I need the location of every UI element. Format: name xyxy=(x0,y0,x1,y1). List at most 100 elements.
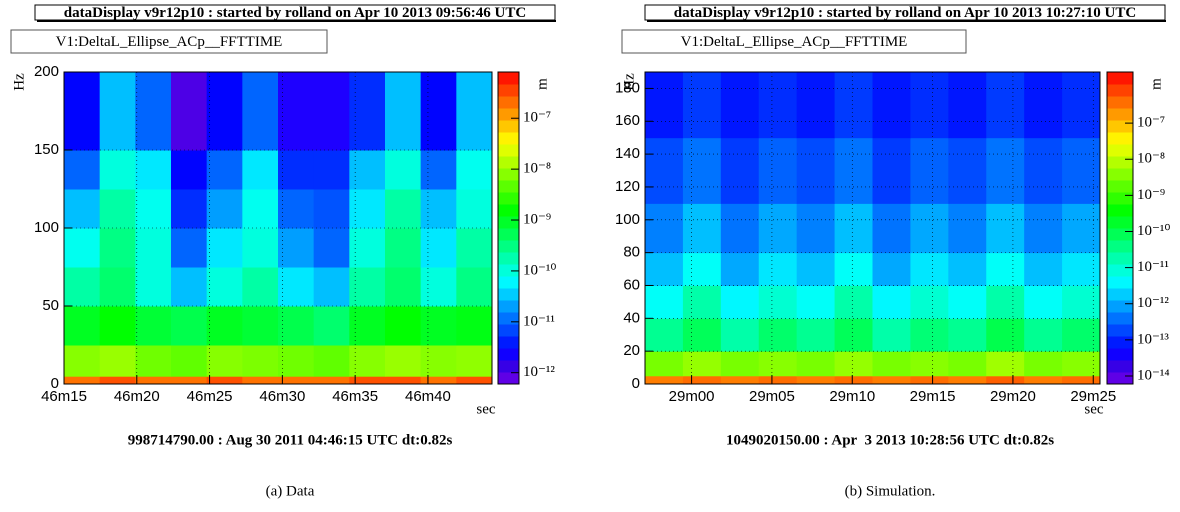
colorbar-step xyxy=(498,192,519,205)
heatmap-cell xyxy=(682,375,722,385)
heatmap-cell xyxy=(99,345,136,377)
colorbar-tick-label: 10⁻⁹ xyxy=(523,211,551,227)
heatmap-cell xyxy=(645,203,684,254)
heatmap-cell xyxy=(385,72,422,151)
colorbar-step xyxy=(1107,288,1133,301)
heatmap-cell xyxy=(910,137,949,204)
colorbar-step xyxy=(498,96,519,109)
heatmap-cell xyxy=(796,285,836,319)
heatmap-cell xyxy=(1062,203,1101,254)
heatmap-cell xyxy=(206,345,243,377)
colorbar-tick-label: 10⁻¹² xyxy=(523,364,555,380)
heatmap-cell xyxy=(420,376,457,385)
y-tick-label: 120 xyxy=(615,178,640,195)
colorbar-step xyxy=(498,372,519,385)
heatmap-cell xyxy=(242,189,279,229)
colorbar-frame xyxy=(1106,71,1134,385)
heatmap-cell xyxy=(720,72,760,139)
colorbar-step xyxy=(498,300,519,313)
x-tick-label: 46m20 xyxy=(114,388,160,405)
x-tick-label: 29m10 xyxy=(829,388,875,405)
heatmap-cell xyxy=(242,267,279,307)
heatmap-cell xyxy=(420,72,457,151)
plot-frame xyxy=(63,71,493,385)
heatmap-cell xyxy=(1062,375,1101,385)
heatmap-cell xyxy=(313,150,350,190)
heatmap-cell xyxy=(1062,137,1101,204)
z-axis-title: m xyxy=(1148,78,1164,90)
y-tick-label: 40 xyxy=(623,309,640,326)
colorbar-step xyxy=(1107,96,1133,109)
heatmap-cell xyxy=(385,306,422,346)
colorbar-step xyxy=(1107,120,1133,133)
heatmap-cell xyxy=(171,150,208,190)
colorbar-step xyxy=(1107,348,1133,361)
y-tick-label: 80 xyxy=(623,244,640,261)
heatmap-cell xyxy=(720,375,760,385)
colorbar-step xyxy=(498,108,519,121)
heatmap-cell xyxy=(910,318,949,352)
colorbar-step xyxy=(1107,276,1133,289)
colorbar-step xyxy=(1107,360,1133,373)
heatmap-cell xyxy=(420,150,457,190)
y-axis-title: Hz xyxy=(11,73,27,91)
heatmap-cell xyxy=(349,150,386,190)
heatmap-cell xyxy=(171,376,208,385)
heatmap-cell xyxy=(796,318,836,352)
heatmap-cell xyxy=(171,306,208,346)
heatmap-cell xyxy=(349,306,386,346)
colorbar-step xyxy=(498,72,519,85)
heatmap-cell xyxy=(171,189,208,229)
subtitle-box xyxy=(10,29,328,54)
colorbar-step xyxy=(498,252,519,265)
y-tick-label: 160 xyxy=(615,112,640,129)
colorbar-tick-label: 10⁻¹¹ xyxy=(1137,259,1169,275)
heatmap-cell xyxy=(834,318,873,352)
chart-subtitle: V1:DeltaL_Ellipse_ACp__FFTTIME xyxy=(56,34,283,50)
heatmap-cell xyxy=(645,252,684,286)
heatmap-cell xyxy=(758,137,798,204)
colorbar-tick-label: 10⁻¹⁴ xyxy=(1137,367,1170,383)
heatmap-cell xyxy=(206,306,243,346)
x-tick-label: 29m25 xyxy=(1070,388,1116,405)
heatmap-cell xyxy=(948,351,987,377)
colorbar-step xyxy=(498,336,519,349)
y-tick-label: 150 xyxy=(34,141,59,158)
heatmap-cell xyxy=(682,285,722,319)
heatmap-cell xyxy=(456,72,493,151)
heatmap-cell xyxy=(948,252,987,286)
heatmap-cell xyxy=(385,189,422,229)
heatmap-cell xyxy=(64,306,101,346)
colorbar-step xyxy=(498,228,519,241)
heatmap-cell xyxy=(385,345,422,377)
colorbar-step xyxy=(1107,156,1133,169)
colorbar-step xyxy=(1107,252,1133,265)
heatmap-cell xyxy=(135,72,172,151)
heatmap-cell xyxy=(385,267,422,307)
heatmap-cell xyxy=(796,375,836,385)
heatmap-cell xyxy=(278,150,315,190)
heatmap-cell xyxy=(910,203,949,254)
x-tick-label: 46m40 xyxy=(405,388,451,405)
heatmap-cell xyxy=(135,345,172,377)
colorbar-step xyxy=(498,180,519,193)
y-tick-label: 140 xyxy=(615,145,640,162)
heatmap-cell xyxy=(834,137,873,204)
heatmap-cell xyxy=(872,318,911,352)
heatmap-cell xyxy=(135,267,172,307)
heatmap-cell xyxy=(313,189,350,229)
colorbar-tick-label: 10⁻¹² xyxy=(1137,295,1169,311)
heatmap-cell xyxy=(682,351,722,377)
y-tick-label: 0 xyxy=(632,375,640,392)
heatmap-cell xyxy=(242,150,279,190)
colorbar-step xyxy=(498,348,519,361)
y-tick-label: 60 xyxy=(623,276,640,293)
y-axis-title: Hz xyxy=(621,73,637,91)
colorbar-tick-label: 10⁻⁸ xyxy=(1137,151,1165,167)
x-tick-label: 46m25 xyxy=(187,388,233,405)
heatmap-cell xyxy=(872,137,911,204)
heatmap-cell xyxy=(834,285,873,319)
colorbar-step xyxy=(498,84,519,97)
heatmap-cell xyxy=(64,189,101,229)
